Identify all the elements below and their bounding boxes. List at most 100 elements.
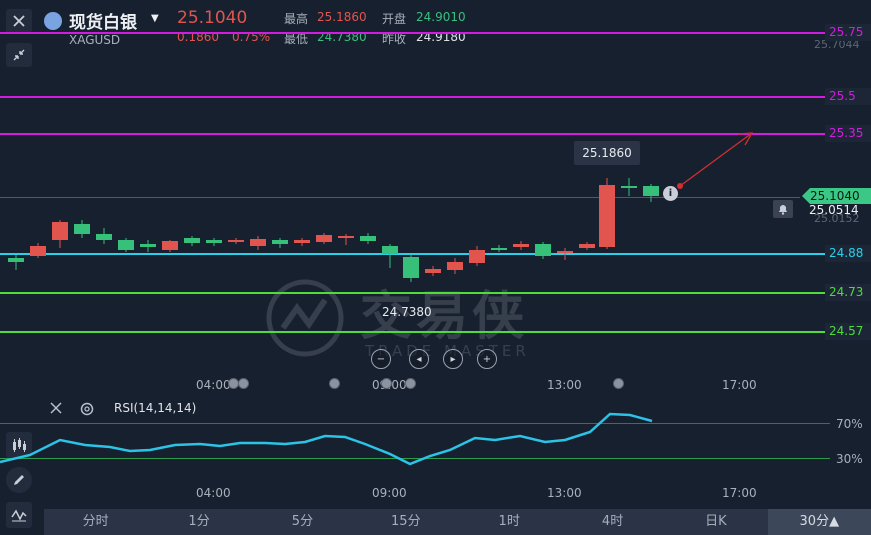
indicator-button[interactable] — [6, 502, 32, 528]
alert-bell-button[interactable] — [773, 200, 793, 218]
skip-end-button[interactable]: ▸ — [443, 349, 463, 369]
rsi-30-line — [0, 458, 830, 459]
candle-body — [74, 224, 90, 234]
candle-body — [338, 236, 354, 238]
info-icon[interactable]: i — [663, 186, 678, 201]
collapse-arrows-icon — [13, 49, 25, 61]
level-label: 25.35 — [825, 125, 871, 142]
candle-body — [513, 244, 529, 247]
candlestick-icon — [13, 438, 26, 452]
tab-1m[interactable]: 1分 — [188, 514, 210, 529]
current-price-line — [0, 197, 800, 198]
tab-4h[interactable]: 4时 — [601, 514, 624, 529]
chevron-down-icon[interactable]: ▼ — [151, 13, 159, 24]
rsi-label: RSI(14,14,14) — [114, 401, 197, 415]
candle-body — [52, 222, 68, 240]
high-value: 25.1860 — [317, 10, 367, 24]
rsi-close-button[interactable] — [49, 401, 63, 418]
event-dot[interactable] — [329, 378, 340, 389]
level-line[interactable] — [0, 133, 828, 135]
event-dot[interactable] — [381, 378, 392, 389]
candle-body — [272, 240, 288, 244]
tab-30m[interactable]: 30分▲ — [767, 509, 871, 535]
candle-body — [228, 240, 244, 242]
candle-body — [491, 248, 507, 250]
candle-body — [118, 240, 134, 250]
level-line[interactable] — [0, 331, 828, 333]
time-label: 13:00 — [547, 378, 582, 392]
level-label: 24.57 — [825, 323, 871, 340]
open-label: 开盘 — [382, 12, 407, 26]
instrument-title[interactable]: 现货白银 — [69, 13, 137, 33]
rsi-30-label: 30% — [836, 452, 863, 466]
candle-body — [316, 235, 332, 242]
rsi-settings-button[interactable] — [79, 401, 95, 420]
candle-body — [382, 246, 398, 254]
candle-body — [425, 269, 441, 273]
trend-arrow — [677, 132, 754, 189]
level-label: 25.75 — [825, 24, 871, 41]
candle-body — [535, 244, 551, 256]
event-dot[interactable] — [405, 378, 416, 389]
candle-body — [162, 241, 178, 250]
event-dot[interactable] — [613, 378, 624, 389]
tab-5m[interactable]: 5分 — [291, 514, 314, 529]
high-marker-tag: 25.1860 — [574, 141, 640, 165]
event-dot[interactable] — [238, 378, 249, 389]
bell-icon — [779, 205, 787, 215]
level-label: 24.73 — [825, 284, 871, 301]
candle-body — [447, 262, 463, 270]
rsi-line — [0, 412, 653, 466]
tab-1h[interactable]: 1时 — [498, 514, 520, 529]
rsi-time-label: 04:00 — [196, 486, 231, 500]
time-label: 17:00 — [722, 378, 757, 392]
rsi-70-line — [0, 423, 830, 424]
close-icon — [50, 402, 62, 414]
close-icon — [13, 15, 25, 27]
candle-body — [469, 250, 485, 263]
tab-daily[interactable]: 日K — [705, 514, 727, 529]
last-price: 25.1040 — [177, 8, 248, 28]
chart-type-button[interactable] — [6, 432, 32, 458]
pencil-icon — [14, 475, 24, 485]
level-line[interactable] — [0, 292, 828, 294]
skip-start-button[interactable]: ◂ — [409, 349, 429, 369]
rsi-time-label: 17:00 — [722, 486, 757, 500]
candle-body — [403, 257, 419, 278]
candle-body — [621, 186, 637, 188]
close-button[interactable] — [6, 9, 32, 33]
rsi-70-label: 70% — [836, 417, 863, 431]
level-label: 25.5 — [825, 88, 871, 105]
draw-button[interactable] — [6, 467, 32, 493]
collapse-button[interactable] — [6, 43, 32, 67]
rsi-time-label: 09:00 — [372, 486, 407, 500]
watermark-cn: 交易侠 — [360, 287, 529, 347]
prev-close-label: 昨收 — [382, 32, 407, 46]
candle-body — [184, 238, 200, 243]
timeframe-tabs: 分时 1分 5分 15分 1时 4时 日K 30分▲ — [44, 509, 871, 535]
price-axis-tick: 25.7044 — [814, 38, 860, 51]
instrument-symbol: XAGUSD — [69, 33, 121, 47]
current-price-tag: 25.1040 — [802, 188, 871, 204]
time-label: 04:00 — [196, 378, 231, 392]
level-line[interactable] — [0, 96, 828, 98]
candlestick-chart[interactable] — [0, 0, 800, 380]
low-label: 最低 — [284, 32, 309, 46]
tab-time-sharing[interactable]: 分时 — [82, 514, 109, 529]
tab-15m[interactable]: 15分 — [391, 514, 421, 529]
high-label: 最高 — [284, 12, 309, 26]
candle-body — [140, 244, 156, 247]
candle-body — [557, 251, 573, 253]
candle-body — [643, 186, 659, 196]
alert-price: 25.0514 — [809, 203, 859, 217]
zoom-in-button[interactable]: + — [477, 349, 497, 369]
candle-body — [96, 234, 112, 240]
level-line[interactable] — [0, 32, 828, 34]
level-label: 24.88 — [825, 245, 871, 262]
level-line[interactable] — [0, 253, 828, 255]
candle-body — [8, 258, 24, 262]
zoom-out-button[interactable]: − — [371, 349, 391, 369]
candle-body — [294, 240, 310, 243]
gear-icon — [80, 402, 94, 416]
candle-body — [579, 244, 595, 248]
